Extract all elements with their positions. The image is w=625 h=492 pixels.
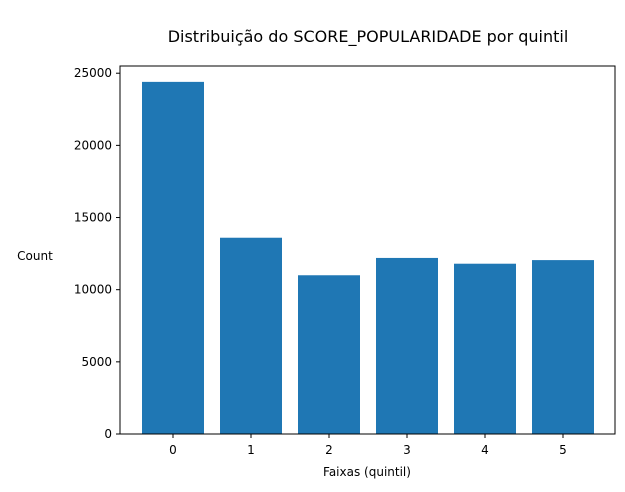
bar-3 [376,257,438,434]
bar-2 [298,275,360,434]
bar-4 [454,263,516,434]
bar-5 [532,260,594,434]
y-tick-label: 25000 [74,66,112,80]
x-tick-label: 1 [247,443,255,457]
bar-0 [142,81,204,434]
y-tick-label: 0 [104,427,112,441]
y-axis: 0 5000 10000 15000 20000 25000 [74,66,120,441]
y-tick-label: 5000 [81,355,112,369]
chart-title: Distribuição do SCORE_POPULARIDADE por q… [168,27,569,47]
x-axis: 0 1 2 3 4 5 [169,434,567,457]
x-axis-label: Faixas (quintil) [323,465,411,479]
x-tick-label: 0 [169,443,177,457]
x-tick-label: 5 [559,443,567,457]
bar-1 [220,237,282,434]
bars-group [142,81,594,434]
x-tick-label: 3 [403,443,411,457]
y-tick-label: 20000 [74,138,112,152]
y-tick-label: 10000 [74,283,112,297]
y-axis-label: Count [17,249,53,263]
x-tick-label: 2 [325,443,333,457]
x-tick-label: 4 [481,443,489,457]
y-tick-label: 15000 [74,211,112,225]
plot-frame [119,65,616,435]
